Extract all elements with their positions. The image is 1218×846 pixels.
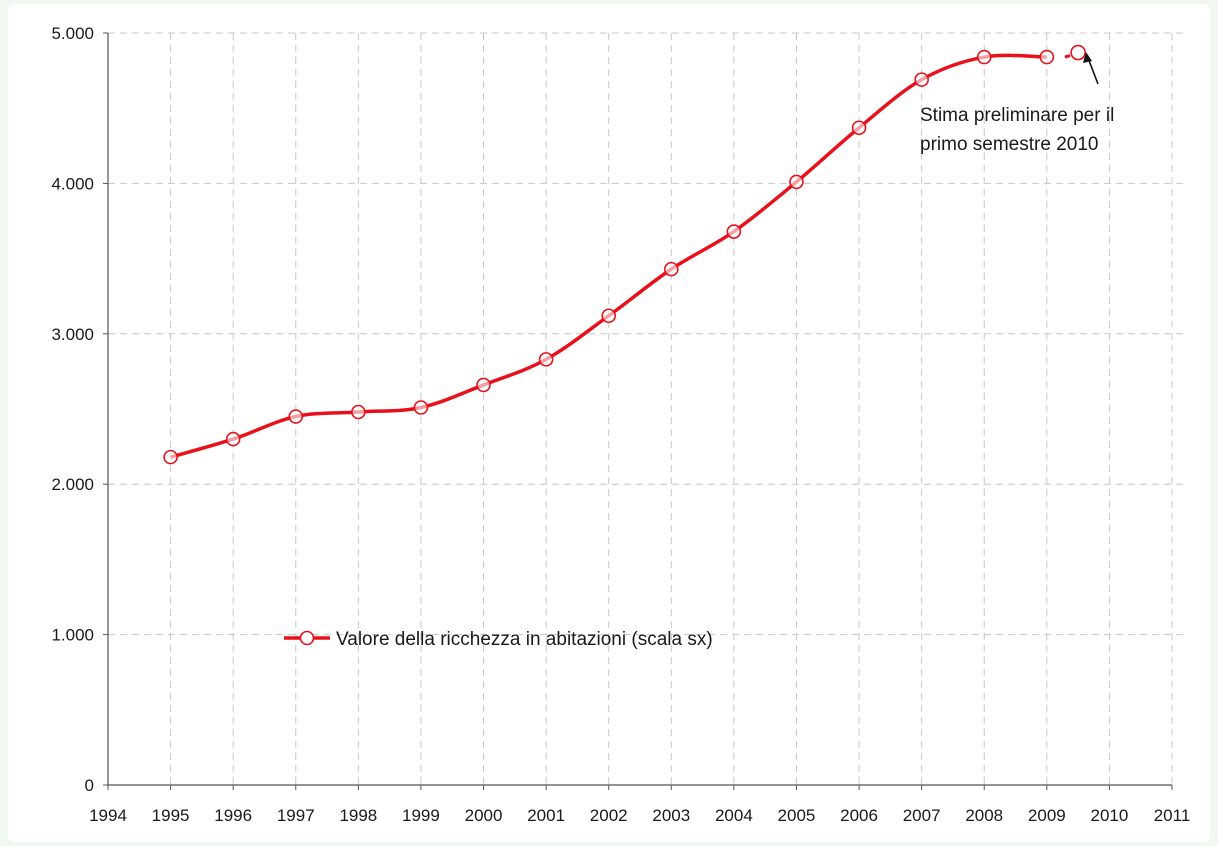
data-point [413,400,429,415]
data-point [851,120,867,136]
x-tick-label: 2000 [465,806,503,825]
data-point [789,174,804,190]
y-tick-label: 2.000 [51,475,94,494]
data-point [538,352,554,367]
data-point [351,404,366,420]
estimate-point [1070,44,1086,61]
data-point [976,49,992,65]
data-point [476,377,491,393]
legend: Valore della ricchezza in abitazioni (sc… [284,629,713,650]
x-tick-label: 2009 [1028,806,1066,825]
x-tick-label: 1997 [277,806,315,825]
data-point [726,224,742,239]
data-point [163,449,178,465]
x-tick-label: 2001 [527,806,565,825]
x-tick-label: 2005 [778,806,816,825]
data-point [601,308,617,324]
series-layer [163,44,1086,465]
y-tick-label: 3.000 [51,325,94,344]
legend-marker [299,630,315,646]
y-tick-label: 4.000 [51,174,94,193]
x-tick-label: 2002 [590,806,628,825]
data-point [1039,49,1055,65]
x-tick-label: 1999 [402,806,440,825]
x-tick-label: 2007 [903,806,941,825]
x-tick-label: 2010 [1090,806,1128,825]
x-tick-label: 1995 [152,806,190,825]
x-tick-label: 2008 [965,806,1003,825]
data-point [225,431,241,447]
y-tick-label: 1.000 [51,626,94,645]
x-tick-label: 2011 [1154,806,1191,825]
x-tick-label: 1994 [89,806,127,825]
x-tick-label: 2004 [715,806,753,825]
annotation-line-1: Stima preliminare per il [920,105,1114,126]
axes [103,32,1173,790]
grid [108,32,1186,785]
y-tick-label: 5.000 [51,24,94,43]
annotation-arrow [1087,57,1099,85]
data-point [663,261,679,277]
x-tick-label: 1996 [214,806,252,825]
data-point [914,72,929,87]
x-tick-label: 2003 [652,806,690,825]
x-tick-label: 2006 [840,806,878,825]
annotation-line-2: primo semestre 2010 [920,134,1098,155]
y-tick-labels: 0 1.000 2.000 3.000 4.000 5.000 [51,24,94,795]
x-tick-labels: 1994 1995 1996 1997 1998 1999 2000 2001 2002 2003… [89,806,1190,825]
annotation: Stima preliminare per il primo semestre … [920,52,1114,155]
legend-label: Valore della ricchezza in abitazioni (sc… [336,629,713,650]
annotation-arrowhead [1083,52,1092,63]
data-point [288,409,304,424]
y-tick-label: 0 [85,776,94,795]
x-tick-label: 1998 [339,806,377,825]
estimate-connector [1064,54,1071,59]
